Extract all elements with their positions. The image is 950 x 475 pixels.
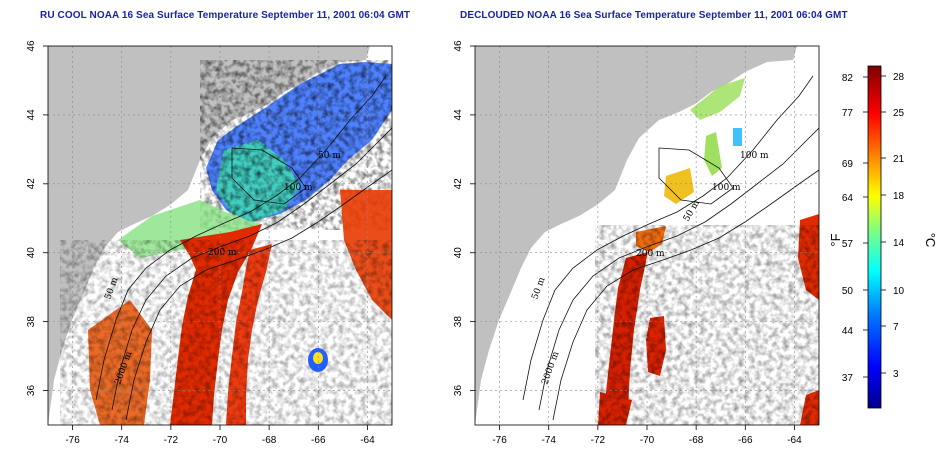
x-tick-label: -66 (738, 435, 753, 446)
y-tick-label: 46 (453, 40, 464, 52)
colorbar-celsius-ticks: 28 25 21 18 14 10 7 3 (893, 72, 905, 380)
x-tick-label: -74 (114, 435, 129, 446)
right-y-axis: 36 38 40 42 44 46 (453, 40, 475, 396)
y-tick-label: 44 (26, 109, 37, 121)
right-map: 100 m 100 m 50 m 200 m 50 m 2000 m -76 -7… (453, 40, 820, 446)
celsius-tick: 21 (893, 154, 905, 165)
right-grid (475, 46, 819, 425)
x-tick-label: -64 (360, 435, 375, 446)
right-cool-patch (733, 128, 742, 146)
fahrenheit-tick: 69 (842, 159, 854, 170)
x-tick-label: -68 (689, 435, 704, 446)
colorbar: 82 77 69 64 57 50 44 37 28 25 21 18 14 1… (828, 65, 938, 409)
right-mid-shelf-patch (664, 168, 694, 204)
x-tick-label: -74 (541, 435, 556, 446)
left-warm-speckle (60, 240, 392, 425)
fahrenheit-tick: 82 (842, 73, 854, 84)
x-tick-label: -72 (164, 435, 179, 446)
fahrenheit-tick: 50 (842, 286, 854, 297)
right-green-patch (704, 132, 722, 176)
right-contour-label: 200 m (636, 249, 665, 259)
right-x-axis: -76 -74 -72 -70 -68 -66 -64 (492, 425, 802, 446)
x-tick-label: -64 (787, 435, 802, 446)
celsius-tick: 25 (893, 108, 905, 119)
left-x-axis: -76 -74 -72 -70 -68 -66 -64 (65, 425, 375, 446)
fahrenheit-tick: 77 (842, 108, 854, 119)
colorbar-fahrenheit-ticks: 82 77 69 64 57 50 44 37 (842, 73, 854, 384)
right-bathymetry-contours (522, 75, 819, 421)
fahrenheit-tick: 44 (842, 326, 854, 337)
x-tick-label: -70 (640, 435, 655, 446)
fahrenheit-tick: 37 (842, 373, 854, 384)
y-tick-label: 42 (26, 178, 37, 190)
celsius-tick: 28 (893, 72, 905, 83)
celsius-tick: 18 (893, 191, 905, 202)
celsius-tick: 7 (893, 322, 899, 333)
celsius-tick: 3 (893, 369, 899, 380)
x-tick-label: -68 (262, 435, 277, 446)
y-tick-label: 38 (26, 316, 37, 328)
left-y-axis: 36 38 40 42 44 46 (26, 40, 48, 396)
y-tick-label: 44 (453, 109, 464, 121)
fahrenheit-tick: 64 (842, 193, 854, 204)
y-tick-label: 40 (453, 247, 464, 259)
y-tick-label: 46 (26, 40, 37, 52)
y-tick-label: 36 (26, 385, 37, 397)
left-contour-label: 200 m (208, 248, 237, 258)
right-north-shelf-patch (690, 78, 745, 120)
left-grid (48, 46, 392, 425)
right-map-title: DECLOUDED NOAA 16 Sea Surface Temperatur… (460, 10, 848, 21)
left-land-mass (48, 46, 370, 425)
right-warm-speckle (595, 225, 819, 425)
x-tick-label: -72 (591, 435, 606, 446)
x-tick-label: -76 (492, 435, 507, 446)
y-tick-label: 40 (26, 247, 37, 259)
y-tick-label: 42 (453, 178, 464, 190)
right-contour-label: 100 m (740, 151, 769, 161)
left-map: 50 m 100 m 200 m 50 m 2000 m -76 -74 -72 -7… (26, 40, 393, 446)
x-tick-label: -76 (65, 435, 80, 446)
right-land-mass (475, 46, 797, 425)
left-bathymetry-contours (95, 75, 392, 421)
x-tick-label: -66 (311, 435, 326, 446)
right-contour-label: 100 m (712, 183, 741, 193)
celsius-tick: 10 (893, 286, 905, 297)
left-contour-label: 50 m (318, 151, 341, 161)
colorbar-gradient (867, 65, 882, 409)
fahrenheit-tick: 57 (842, 239, 854, 250)
celsius-axis-label: °C (923, 233, 938, 248)
fahrenheit-axis-label: °F (828, 233, 843, 246)
celsius-tick: 14 (893, 238, 905, 249)
x-tick-label: -70 (213, 435, 228, 446)
y-tick-label: 36 (453, 385, 464, 397)
left-contour-label: 100 m (284, 183, 313, 193)
y-tick-label: 38 (453, 316, 464, 328)
left-map-title: RU COOL NOAA 16 Sea Surface Temperature … (40, 10, 411, 21)
